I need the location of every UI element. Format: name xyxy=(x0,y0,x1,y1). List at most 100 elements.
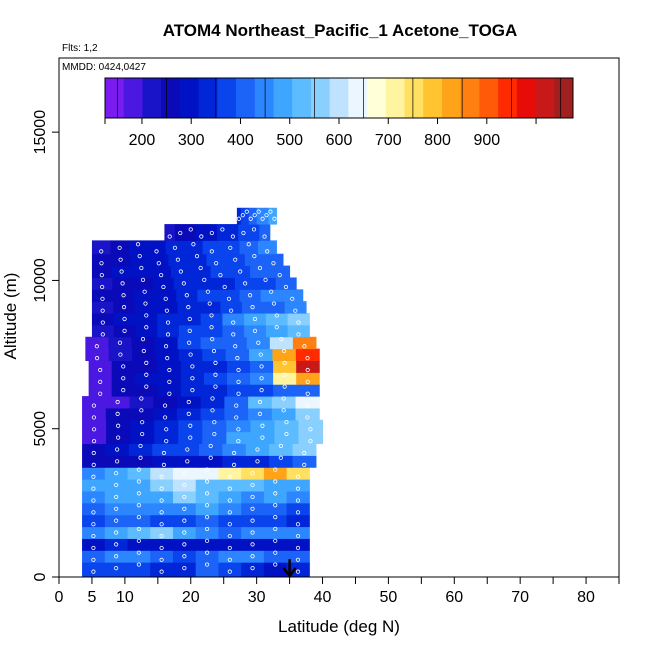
sample-point xyxy=(250,566,255,571)
heatmap-cell xyxy=(150,526,174,539)
sample-point xyxy=(284,420,289,425)
sample-point xyxy=(116,435,121,440)
sample-point xyxy=(187,328,192,333)
heatmap-cell xyxy=(286,526,310,539)
colorbar-swatch xyxy=(198,78,218,118)
sample-point xyxy=(236,427,241,432)
sample-point xyxy=(209,249,214,254)
sample-point xyxy=(165,320,171,325)
heatmap-cell xyxy=(202,431,227,445)
sample-point xyxy=(115,447,120,452)
sample-point xyxy=(136,491,141,496)
heatmap-cell xyxy=(164,224,176,241)
heatmap-cell xyxy=(200,407,225,421)
sample-point xyxy=(272,216,277,221)
sample-point xyxy=(250,482,255,488)
heatmap-cell xyxy=(286,514,310,528)
sample-point xyxy=(257,411,263,416)
heatmap-cell xyxy=(149,253,169,267)
sample-point xyxy=(234,403,239,408)
sample-point xyxy=(182,482,187,488)
heatmap-cell xyxy=(82,502,106,516)
heatmap-cell xyxy=(248,207,254,225)
y-axis-label: Altitude (m) xyxy=(1,273,20,360)
sample-point xyxy=(240,213,245,218)
sample-point xyxy=(91,522,96,527)
heatmap-cell xyxy=(244,253,265,267)
heatmap-cell xyxy=(172,502,197,516)
sample-point xyxy=(91,439,97,444)
heatmap-cell xyxy=(295,348,320,362)
heatmap-cell xyxy=(152,443,177,456)
sample-point xyxy=(100,284,105,290)
heatmap-cell xyxy=(104,467,129,480)
sample-point xyxy=(231,332,236,337)
heatmap-cell xyxy=(263,253,284,267)
heatmap-cell xyxy=(105,443,130,456)
heatmap-cell xyxy=(214,277,236,290)
x-axis: 0 5 10 20 30 40 50 60 70 80 xyxy=(55,577,620,606)
heatmap-cell xyxy=(172,514,197,528)
sample-point xyxy=(236,216,241,221)
heatmap-cell xyxy=(134,289,156,302)
heatmap-cell xyxy=(91,301,114,314)
x-tick-label: 10 xyxy=(116,589,134,606)
heatmap-cell xyxy=(225,348,250,362)
sample-point xyxy=(122,316,127,322)
sample-point xyxy=(188,227,193,232)
sample-point xyxy=(178,269,183,274)
heatmap-cell xyxy=(218,467,242,480)
sample-point xyxy=(281,408,286,413)
sample-point xyxy=(136,503,141,508)
sample-point xyxy=(204,467,210,472)
sample-point xyxy=(120,281,125,286)
sample-point xyxy=(212,431,217,437)
colorbar-tick-label: 200 xyxy=(129,132,156,149)
sample-point xyxy=(268,209,273,214)
sample-point xyxy=(144,372,149,377)
heatmap-cell xyxy=(85,336,109,350)
heatmap-cell xyxy=(241,514,265,528)
sample-point xyxy=(233,344,238,349)
heatmap-cell xyxy=(255,277,277,290)
colorbar-swatch xyxy=(516,78,537,118)
heatmap-cell xyxy=(250,431,275,445)
sample-point xyxy=(119,269,124,274)
sample-point xyxy=(305,379,310,384)
sample-point xyxy=(279,337,284,342)
sample-point xyxy=(213,372,218,377)
sample-point xyxy=(121,293,126,298)
sample-point xyxy=(98,391,103,396)
sample-point xyxy=(250,506,255,511)
heatmap-cell xyxy=(157,313,180,326)
heatmap-cell xyxy=(226,419,251,433)
sample-point xyxy=(250,542,255,547)
heatmap-cell xyxy=(177,301,200,314)
sample-point xyxy=(190,376,195,381)
heatmap-cell xyxy=(274,431,299,445)
heatmap-cell xyxy=(210,265,231,278)
heatmap-cell xyxy=(260,289,283,302)
sample-point xyxy=(135,242,141,247)
heatmap-cell xyxy=(150,502,174,516)
heatmap-cell xyxy=(250,419,275,433)
heatmap-cell xyxy=(257,240,277,255)
heatmap-cell xyxy=(91,253,112,267)
sample-point xyxy=(235,356,240,361)
sample-point xyxy=(209,230,214,236)
sample-point xyxy=(230,234,236,239)
heatmap-cell xyxy=(178,313,202,326)
sample-point xyxy=(154,249,159,254)
heatmap-cell xyxy=(157,324,180,338)
sample-point xyxy=(241,230,246,236)
sample-point xyxy=(121,376,126,381)
heatmap-cell xyxy=(269,265,291,278)
heatmap-cell xyxy=(175,443,200,456)
heatmap-cell xyxy=(111,265,132,278)
sample-point xyxy=(136,562,141,567)
sample-point xyxy=(251,227,257,232)
sample-point xyxy=(256,209,261,214)
sample-point xyxy=(144,360,149,365)
sample-point xyxy=(274,325,279,330)
heatmap-cell xyxy=(127,550,151,563)
